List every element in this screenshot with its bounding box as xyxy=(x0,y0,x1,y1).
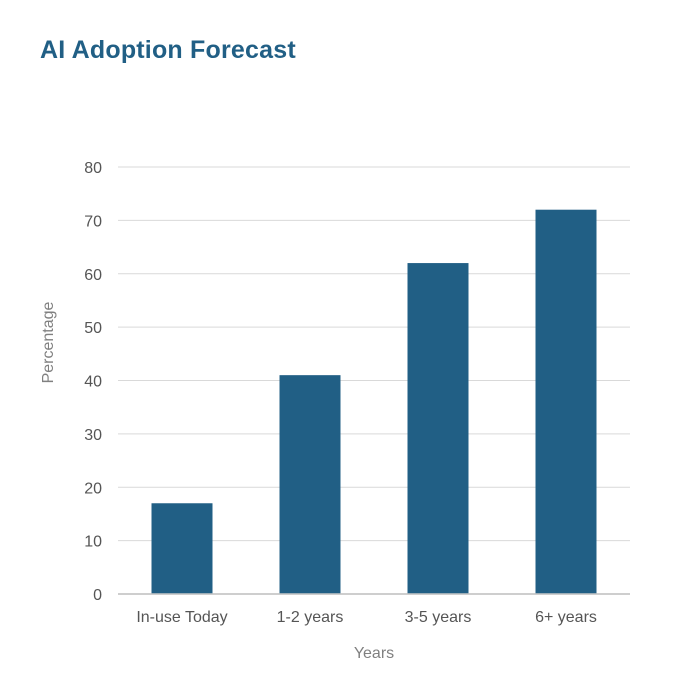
chart-title: AI Adoption Forecast xyxy=(40,36,296,64)
x-axis-title: Years xyxy=(354,645,394,662)
y-tick-label: 50 xyxy=(84,320,102,337)
x-tick-label: 6+ years xyxy=(535,609,597,626)
y-tick-label: 10 xyxy=(84,534,102,551)
bars xyxy=(118,209,630,595)
x-tick-label: In-use Today xyxy=(136,609,227,626)
y-axis-ticks: 0 10 20 30 40 50 60 70 80 xyxy=(84,160,102,604)
y-tick-label: 20 xyxy=(84,480,102,497)
bar xyxy=(279,375,341,594)
y-tick-label: 0 xyxy=(93,587,102,604)
x-tick-label: 3-5 years xyxy=(405,609,472,626)
y-tick-label: 40 xyxy=(84,374,102,391)
y-axis-title: Percentage xyxy=(40,301,57,383)
y-tick-label: 60 xyxy=(84,267,102,284)
bar xyxy=(151,503,213,594)
y-tick-label: 30 xyxy=(84,427,102,444)
y-tick-label: 80 xyxy=(84,160,102,177)
bar xyxy=(407,263,469,594)
x-tick-label: 1-2 years xyxy=(277,609,344,626)
bar xyxy=(535,209,597,594)
x-axis-ticks: In-use Today 1-2 years 3-5 years 6+ years xyxy=(136,609,597,626)
y-tick-label: 70 xyxy=(84,213,102,230)
